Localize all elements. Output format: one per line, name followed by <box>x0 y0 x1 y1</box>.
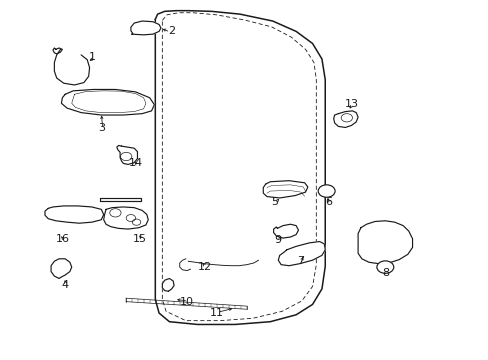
Text: 10: 10 <box>180 297 194 307</box>
Polygon shape <box>117 145 137 165</box>
Circle shape <box>318 185 334 197</box>
Polygon shape <box>103 207 148 229</box>
Text: 8: 8 <box>381 268 388 278</box>
Text: 7: 7 <box>297 256 304 266</box>
Polygon shape <box>278 242 325 266</box>
Polygon shape <box>155 11 325 324</box>
Text: 12: 12 <box>197 262 211 272</box>
Text: 3: 3 <box>98 123 104 133</box>
Text: 2: 2 <box>168 26 175 36</box>
Polygon shape <box>273 224 298 238</box>
Polygon shape <box>131 21 161 35</box>
Circle shape <box>376 261 393 273</box>
Text: 14: 14 <box>128 158 142 168</box>
Text: 4: 4 <box>61 280 69 291</box>
Text: 11: 11 <box>209 308 223 318</box>
Text: 6: 6 <box>325 198 332 207</box>
Text: 9: 9 <box>274 235 281 246</box>
Polygon shape <box>100 198 141 202</box>
Text: 15: 15 <box>133 234 147 244</box>
Polygon shape <box>333 111 357 127</box>
Text: 13: 13 <box>344 99 358 109</box>
Polygon shape <box>263 181 307 198</box>
Polygon shape <box>357 221 412 264</box>
Polygon shape <box>51 259 72 279</box>
Text: 5: 5 <box>271 198 278 207</box>
Text: 1: 1 <box>88 52 95 62</box>
Polygon shape <box>61 89 154 115</box>
Text: 16: 16 <box>55 234 69 244</box>
Polygon shape <box>45 206 103 223</box>
Polygon shape <box>162 279 174 291</box>
